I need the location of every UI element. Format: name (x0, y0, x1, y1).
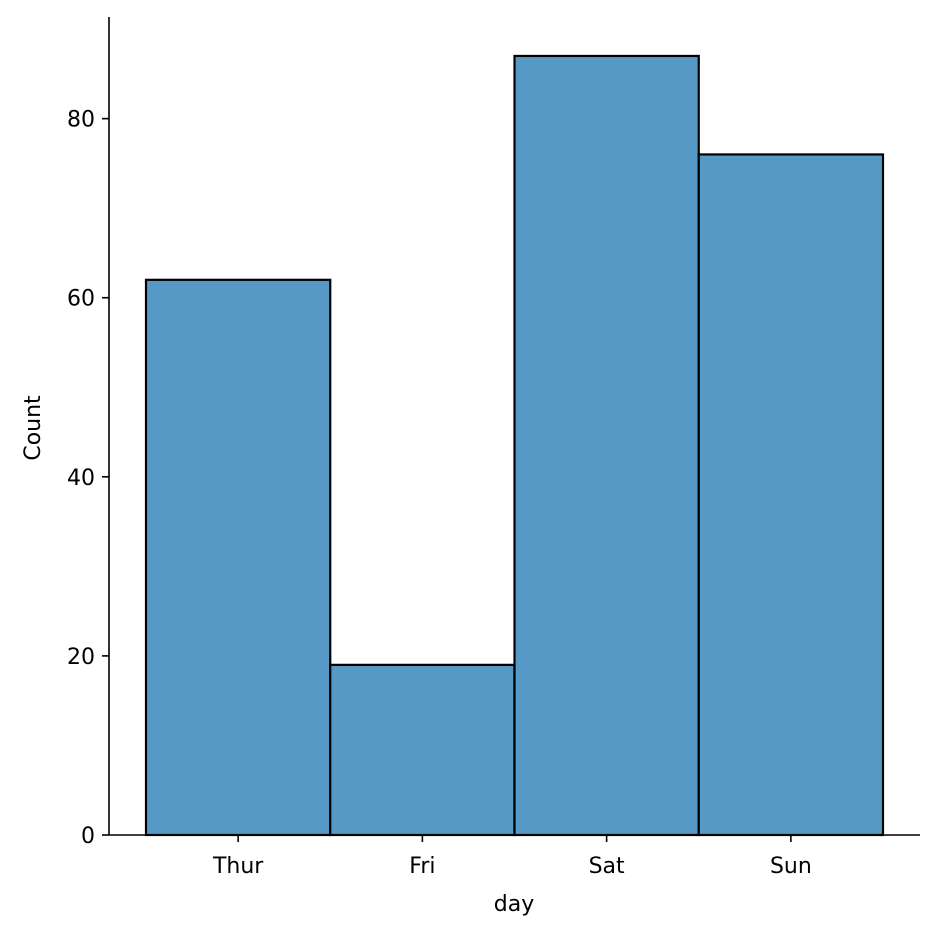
y-axis-ticks: 0 20 40 60 80 (67, 108, 109, 849)
x-tick-label: Thur (212, 854, 264, 879)
x-tick-label: Sat (589, 854, 625, 879)
y-tick-label: 20 (67, 645, 95, 670)
bar-sun (697, 153, 885, 837)
x-axis-ticks: Thur Fri Sat Sun (212, 835, 812, 879)
bar-sat (513, 54, 700, 837)
y-axis-label: Count (21, 395, 46, 461)
x-axis-label: day (494, 892, 534, 917)
y-tick-label: 60 (67, 287, 95, 312)
y-tick-label: 80 (67, 108, 95, 133)
x-tick-label: Fri (409, 854, 435, 879)
bar-fri (329, 663, 516, 837)
x-tick-label: Sun (770, 854, 812, 879)
y-tick-label: 0 (81, 824, 95, 849)
bars-group (144, 54, 885, 837)
y-tick-label: 40 (67, 466, 95, 491)
bar-thur (144, 278, 332, 837)
